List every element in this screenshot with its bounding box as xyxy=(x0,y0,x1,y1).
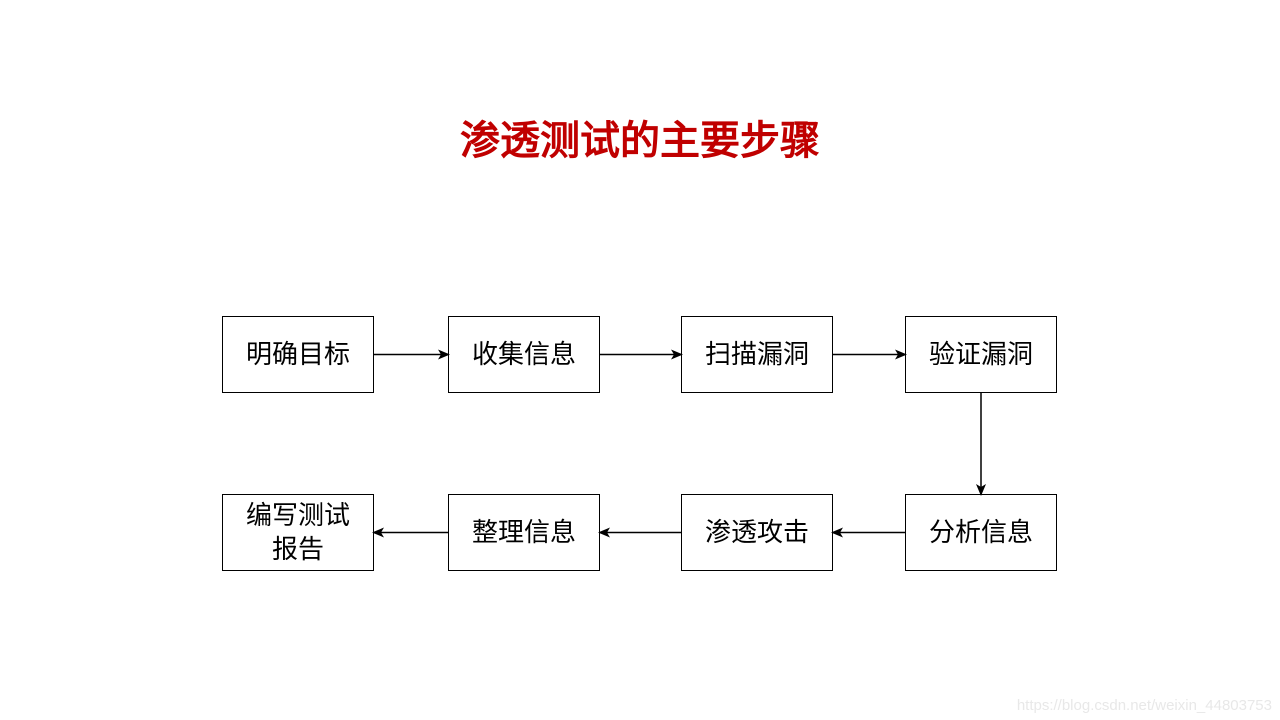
flowchart-node-n4: 验证漏洞 xyxy=(905,316,1057,393)
node-label: 分析信息 xyxy=(929,516,1033,550)
node-label: 收集信息 xyxy=(472,338,576,372)
diagram-title: 渗透测试的主要步骤 xyxy=(0,108,1280,166)
flowchart-node-n7: 整理信息 xyxy=(448,494,600,571)
flowchart-node-n5: 分析信息 xyxy=(905,494,1057,571)
node-label: 明确目标 xyxy=(246,338,350,372)
node-label: 渗透攻击 xyxy=(705,516,809,550)
node-label: 扫描漏洞 xyxy=(705,338,809,372)
flowchart-node-n3: 扫描漏洞 xyxy=(681,316,833,393)
flowchart-node-n2: 收集信息 xyxy=(448,316,600,393)
flowchart-node-n6: 渗透攻击 xyxy=(681,494,833,571)
node-label: 验证漏洞 xyxy=(929,338,1033,372)
watermark: https://blog.csdn.net/weixin_44803753 xyxy=(1017,697,1272,714)
node-label: 整理信息 xyxy=(472,516,576,550)
flowchart-node-n1: 明确目标 xyxy=(222,316,374,393)
node-label: 编写测试报告 xyxy=(246,499,350,567)
flowchart-node-n8: 编写测试报告 xyxy=(222,494,374,571)
